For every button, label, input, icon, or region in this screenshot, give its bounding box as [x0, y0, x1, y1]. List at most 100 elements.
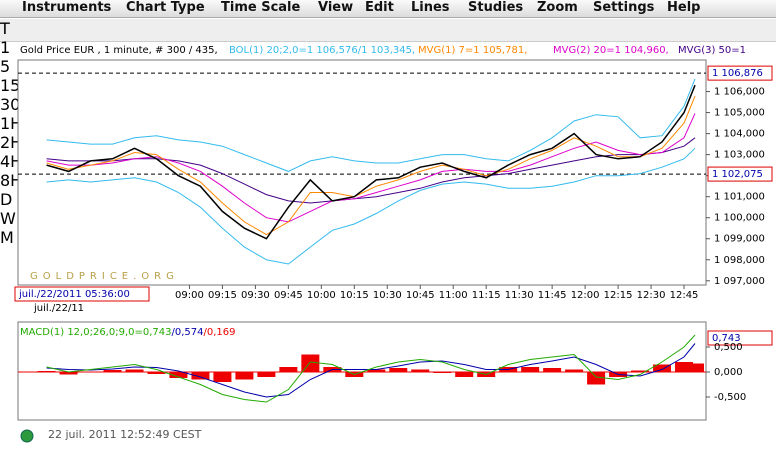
histogram-bar	[59, 372, 78, 375]
x-tick-label: 10:45	[406, 290, 435, 301]
histogram-bar	[257, 372, 276, 377]
histogram-bar	[565, 369, 584, 372]
histogram-bar	[169, 372, 188, 378]
histogram-bar	[675, 362, 694, 372]
chart-title: Gold Price EUR , 1 minute, # 300 / 435,	[20, 45, 218, 56]
timescale-button[interactable]: 8H	[0, 171, 23, 190]
histogram-bar	[147, 372, 166, 374]
histogram-bar	[37, 371, 56, 372]
watermark: GOLDPRICE.ORG	[30, 271, 179, 282]
x-tick-label: 10:00	[307, 290, 336, 301]
histogram-bar	[235, 372, 254, 380]
y-tick-label: 1 103,000	[714, 150, 765, 161]
menu-item[interactable]: Zoom	[537, 0, 578, 15]
histogram-bar	[411, 369, 430, 372]
legend-entry: BOL(1) 20;2,0=1 106,576/1 103,345,	[229, 45, 415, 56]
y-tick-label: -0,500	[714, 392, 746, 403]
chart: Gold Price EUR , 1 minute, # 300 / 435, B…	[14, 45, 773, 421]
timescale-button[interactable]: 1H	[0, 114, 23, 133]
date-box	[14, 286, 150, 302]
menu-item[interactable]: Studies	[468, 0, 524, 15]
x-tick-label: 12:45	[670, 290, 699, 301]
timescale-button[interactable]: W	[0, 209, 16, 228]
menu-bar: Instruments Chart Type Time Scale View Edit L…	[0, 0, 776, 18]
timescale-button[interactable]: 30	[0, 95, 21, 114]
x-tick-label: 11:30	[505, 290, 534, 301]
date-box-label: juil./22/2011 05:36:00	[18, 289, 130, 300]
reference-label: 1 106,876	[712, 68, 763, 79]
histogram-bar	[631, 370, 650, 372]
date-label: juil./22/11	[33, 303, 84, 314]
histogram-bar	[455, 372, 474, 377]
y-tick-label: 1 101,000	[714, 192, 765, 203]
legend-entry: MVG(2) 20=1 104,960,	[553, 45, 669, 56]
legend-entry: MACD(1) 12,0;26,0;9,0=0,743	[20, 327, 172, 338]
x-tick-label: 11:45	[538, 290, 567, 301]
histogram-bar	[433, 372, 452, 373]
timescale-button[interactable]: 1	[0, 38, 11, 57]
timescale-button[interactable]: 15	[0, 76, 21, 95]
status-led	[20, 429, 34, 443]
menu-item[interactable]: Settings	[593, 0, 655, 15]
timescale-button[interactable]: 2H	[0, 133, 23, 152]
legend-entry: MVG(1) 7=1 105,781,	[418, 45, 527, 56]
histogram-bar	[587, 372, 606, 385]
x-tick-label: 12:00	[571, 290, 600, 301]
series-line	[46, 113, 696, 223]
y-tick-label: 1 104,000	[714, 129, 765, 140]
menu-item[interactable]: Lines	[411, 0, 450, 15]
status-bar: 22 juil. 2011 12:52:49 CEST	[0, 425, 776, 447]
y-tick-label: 1 100,000	[714, 213, 765, 224]
x-tick-label: 11:15	[472, 290, 501, 301]
x-tick-label: 09:15	[208, 290, 237, 301]
reference-label: 1 102,075	[712, 169, 763, 180]
timescale-button[interactable]: T	[0, 19, 10, 38]
timescale-button[interactable]: D	[0, 190, 13, 209]
reference-box	[707, 65, 773, 81]
y-tick-label: 0,000	[714, 367, 743, 378]
plot-frame	[17, 59, 707, 286]
menu-item[interactable]: Edit	[365, 0, 394, 15]
toolbar: T 1 5 15 30 1H 2H 4H 8H D W M	[0, 19, 776, 247]
menu-item[interactable]: Time Scale	[221, 0, 301, 15]
histogram-bar	[686, 363, 705, 372]
x-tick-label: 09:30	[241, 290, 270, 301]
histogram-bar	[279, 367, 298, 372]
menu-item[interactable]: Help	[667, 0, 701, 15]
histogram-bar	[543, 368, 562, 372]
y-tick-label: 1 098,000	[714, 255, 765, 266]
series-line	[46, 96, 696, 236]
reference-box	[707, 166, 773, 182]
x-tick-label: 12:15	[604, 290, 633, 301]
series-line	[46, 78, 696, 172]
y-tick-label: 1 105,000	[714, 108, 765, 119]
x-tick-label: 10:15	[340, 290, 369, 301]
series-line	[46, 334, 696, 403]
histogram-bar	[213, 372, 232, 382]
y-tick-label: 1 106,000	[714, 87, 765, 98]
menu-item[interactable]: Chart Type	[126, 0, 205, 15]
histogram-bar	[653, 364, 672, 372]
x-tick-label: 12:30	[637, 290, 666, 301]
histogram-bar	[389, 368, 408, 372]
value-box	[707, 330, 773, 346]
histogram-bar	[191, 372, 210, 380]
series-line	[46, 147, 696, 265]
legend-entry: MVG(3) 50=1	[678, 45, 746, 56]
menu-item[interactable]: View	[318, 0, 354, 15]
y-tick-label: 1 097,000	[714, 276, 765, 287]
series-line	[46, 84, 696, 240]
histogram-bar	[125, 369, 144, 372]
timescale-button[interactable]: 5	[0, 57, 11, 76]
x-tick-label: 10:30	[373, 290, 402, 301]
timescale-button[interactable]: 4H	[0, 152, 23, 171]
legend-entry: /0,574	[172, 327, 204, 338]
value-box-label: 0,743	[712, 333, 741, 344]
histogram-bar	[521, 367, 540, 372]
histogram-bar	[81, 371, 100, 372]
x-tick-label: 11:00	[439, 290, 468, 301]
menu-item[interactable]: Instruments	[22, 0, 112, 15]
status-time: 22 juil. 2011 12:52:49 CEST	[48, 428, 202, 441]
timescale-button[interactable]: M	[0, 228, 14, 247]
